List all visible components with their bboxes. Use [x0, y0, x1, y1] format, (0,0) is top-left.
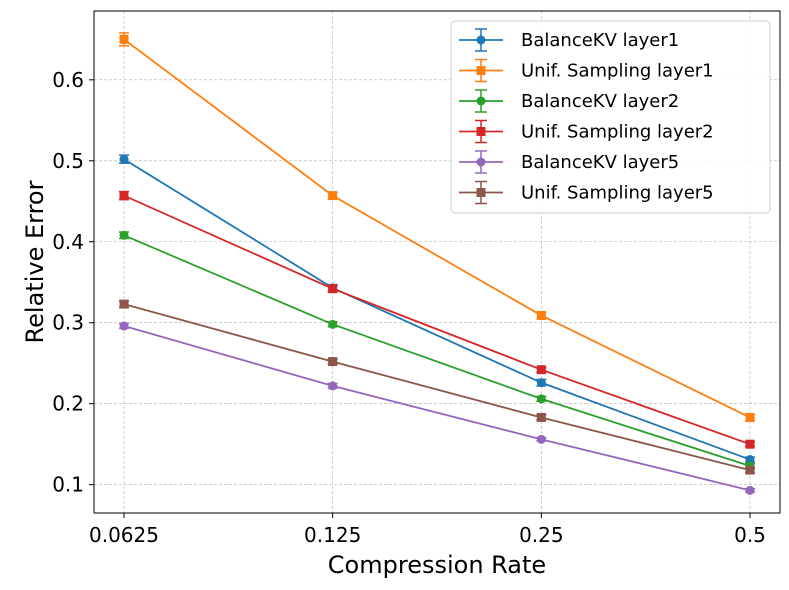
series-line	[123, 158, 751, 461]
series-line	[123, 38, 751, 419]
legend-item: Unif. Sampling layer5	[459, 180, 714, 205]
data-point	[328, 319, 338, 329]
y-tick-label: 0.5	[52, 149, 84, 173]
data-point	[536, 412, 546, 422]
data-point	[745, 455, 755, 465]
series-line	[123, 234, 751, 467]
data-point	[536, 365, 546, 375]
legend-item: Unif. Sampling layer1	[459, 58, 714, 83]
legend-marker	[476, 66, 486, 75]
legend-item: Unif. Sampling layer2	[459, 119, 714, 144]
data-point	[119, 191, 129, 201]
series-3	[119, 190, 755, 449]
series-4	[119, 321, 755, 495]
data-point	[536, 394, 546, 404]
x-tick-label: 0.0625	[89, 523, 159, 547]
plot-series	[119, 32, 755, 495]
legend: BalanceKV layer1 Unif. Sampling layer1 Bal…	[450, 20, 771, 214]
data-point	[119, 299, 129, 309]
legend-marker	[476, 96, 486, 106]
series-line	[123, 194, 751, 446]
y-tick-label: 0.2	[52, 392, 84, 416]
series-2	[119, 230, 755, 471]
series-1	[119, 32, 755, 422]
legend-label: Unif. Sampling layer1	[521, 61, 714, 82]
data-point	[745, 412, 755, 422]
legend-item: BalanceKV layer5	[459, 150, 679, 174]
data-point	[328, 191, 338, 201]
data-point	[745, 485, 755, 495]
legend-item: BalanceKV layer1	[459, 28, 679, 52]
data-point	[745, 439, 755, 449]
series-line	[123, 325, 751, 492]
data-point	[328, 381, 338, 391]
y-tick-label: 0.4	[52, 230, 84, 254]
data-point	[119, 34, 129, 44]
data-point	[119, 154, 129, 164]
axis-ticks: 0.0625 0.125 0.25 0.5 0.1 0.2 0.3 0.4 0.5 0.6	[52, 68, 766, 547]
y-tick-label: 0.3	[52, 311, 84, 335]
series-line	[123, 303, 751, 471]
legend-marker	[476, 35, 486, 45]
legend-marker	[476, 157, 486, 167]
legend-label: Unif. Sampling layer2	[521, 122, 714, 143]
data-point	[536, 310, 546, 320]
x-tick-label: 0.5	[734, 523, 766, 547]
legend-item: BalanceKV layer2	[459, 89, 679, 113]
data-point	[119, 321, 129, 331]
x-tick-label: 0.25	[519, 523, 564, 547]
y-axis-title: Relative Error	[21, 180, 49, 343]
legend-marker	[476, 127, 486, 136]
y-tick-label: 0.6	[52, 68, 84, 92]
data-point	[745, 465, 755, 475]
series-5	[119, 299, 755, 475]
data-point	[536, 378, 546, 388]
legend-label: BalanceKV layer2	[521, 91, 679, 112]
x-axis-title: Compression Rate	[328, 551, 546, 579]
data-point	[119, 230, 129, 240]
x-tick-label: 0.125	[304, 523, 361, 547]
legend-marker	[476, 188, 486, 197]
data-point	[536, 434, 546, 444]
legend-label: BalanceKV layer5	[521, 152, 679, 173]
legend-label: BalanceKV layer1	[521, 30, 679, 51]
legend-box	[450, 20, 771, 214]
plot-frame	[93, 10, 781, 514]
y-tick-label: 0.1	[52, 473, 84, 497]
data-point	[328, 284, 338, 294]
data-point	[328, 357, 338, 367]
legend-label: Unif. Sampling layer5	[521, 183, 714, 204]
